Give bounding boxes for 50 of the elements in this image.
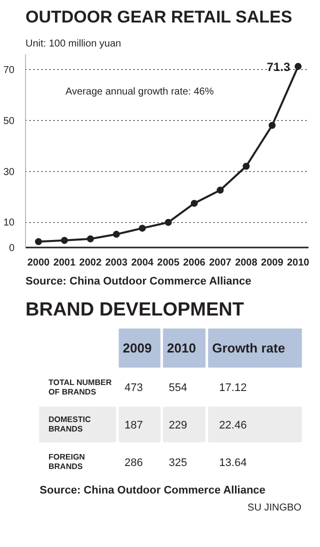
point: [112, 230, 120, 238]
x-tick-label: 2003: [105, 258, 128, 268]
text: 187: [124, 419, 143, 432]
text: SU JINGBO: [248, 502, 302, 514]
data-label: 71.3: [266, 60, 290, 74]
text: 229: [168, 419, 188, 432]
x-tick-label: 2006: [183, 258, 206, 268]
category-label: Growth rate: [212, 340, 286, 356]
category-label: DOMESTIC BRANDS: [48, 415, 91, 434]
chart-title: OUTDOOR GEAR RETAIL SALES: [26, 8, 292, 26]
x-tick-label: 2005: [157, 258, 180, 268]
category-label: TOTAL NUMBER OF BRANDS: [48, 378, 112, 396]
point: [86, 235, 94, 242]
text: 286: [124, 456, 143, 469]
point: [242, 162, 250, 170]
text: 325: [168, 456, 188, 469]
y-tick-label: 50: [3, 116, 15, 128]
x-tick-label: 2009: [261, 258, 284, 268]
x-tick-label: 2004: [131, 258, 154, 268]
source-note: Source: China Outdoor Commerce Alliance: [26, 276, 252, 288]
text: 22.46: [219, 419, 247, 432]
source-note: Source: China Outdoor Commerce Alliance: [40, 484, 266, 496]
y-tick-label: 70: [3, 65, 15, 76]
x-tick-label: 2001: [53, 258, 76, 268]
point: [294, 62, 302, 70]
chart-subtitle: Unit: 100 million yuan: [26, 38, 122, 50]
x-tick-label: 2002: [79, 258, 102, 268]
category-label: FOREIGN BRANDS: [48, 452, 85, 472]
text: 13.64: [219, 456, 247, 469]
text: 473: [124, 382, 143, 394]
category-label: 2009: [122, 340, 152, 356]
text: 554: [168, 382, 188, 394]
x-tick-label: 2010: [286, 258, 310, 268]
y-tick-label: 10: [3, 218, 15, 229]
y-tick-label: 0: [8, 243, 15, 254]
point: [34, 238, 42, 246]
point: [60, 236, 68, 244]
point: [190, 200, 198, 207]
category-label: 2010: [167, 340, 196, 356]
x-tick-label: 2007: [209, 258, 232, 268]
text: BRAND DEVELOPMENT: [26, 300, 244, 320]
x-tick-label: 2000: [27, 258, 50, 268]
point: [268, 122, 276, 129]
point: [138, 224, 146, 232]
annotation: Average annual growth rate: 46%: [66, 86, 214, 98]
x-tick-label: 2008: [235, 258, 258, 268]
text: 17.12: [219, 382, 247, 394]
point: [216, 186, 224, 194]
point: [164, 218, 172, 226]
y-tick-label: 30: [3, 166, 15, 178]
